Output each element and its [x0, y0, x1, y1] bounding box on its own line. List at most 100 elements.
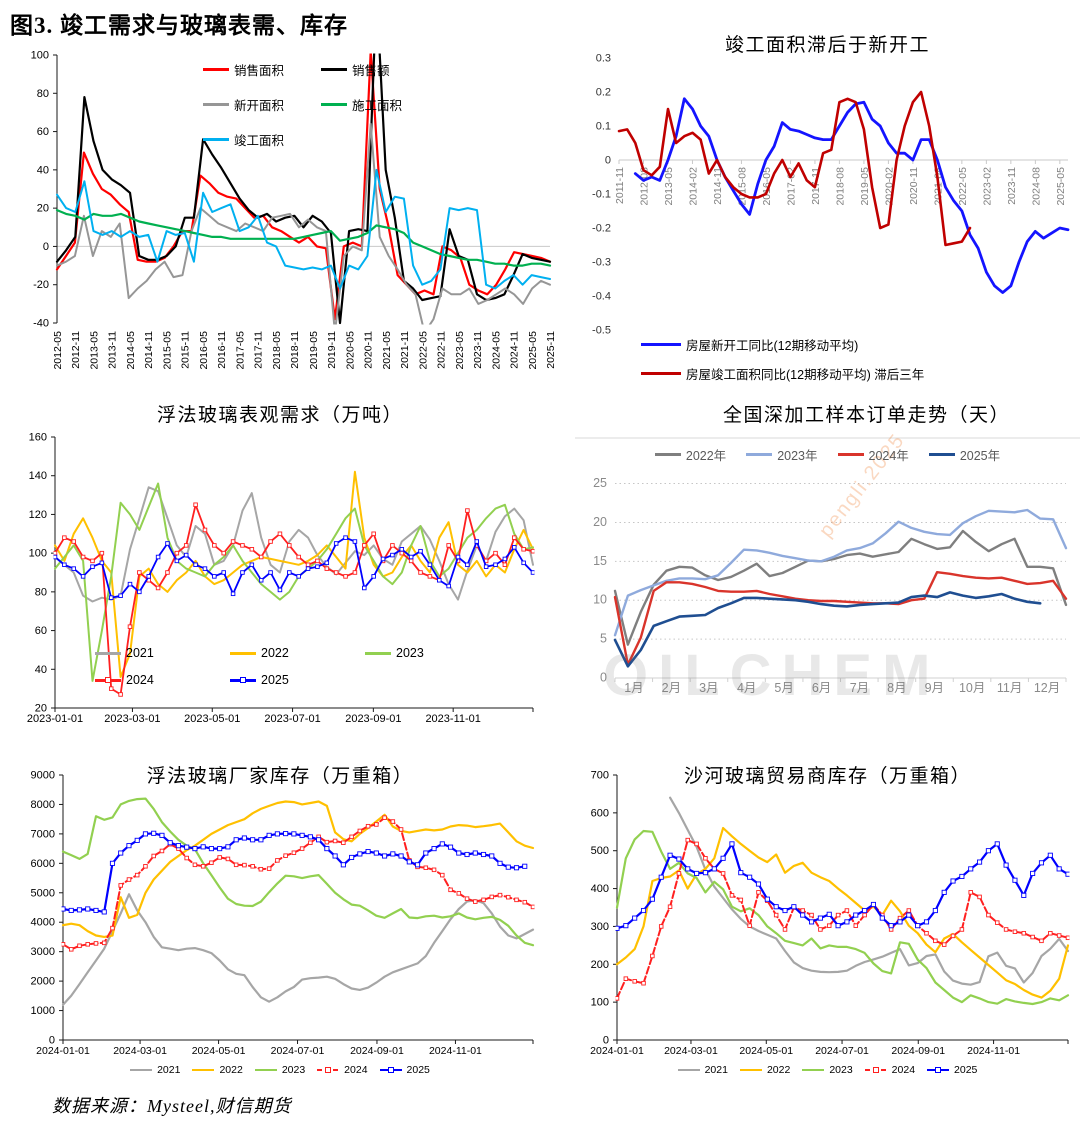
- legend-item: 房屋竣工面积同比(12期移动平均) 滞后三年: [641, 364, 924, 383]
- svg-text:2017-05: 2017-05: [234, 331, 246, 370]
- svg-text:20: 20: [35, 703, 47, 715]
- svg-text:10: 10: [593, 593, 607, 607]
- chart-float-glass-factory-inventory: 浮法玻璃厂家库存（万重箱） 9000 8000 7000 6000 5000 4000 30…: [15, 758, 545, 1103]
- svg-text:3月: 3月: [699, 681, 718, 695]
- svg-text:-0.2: -0.2: [592, 223, 611, 235]
- svg-text:-0.5: -0.5: [592, 325, 611, 337]
- svg-text:2014-11: 2014-11: [712, 167, 724, 205]
- svg-text:1000: 1000: [31, 1005, 55, 1017]
- legend-item: 2025: [379, 1064, 430, 1076]
- svg-text:2020-11: 2020-11: [363, 331, 375, 369]
- svg-text:2013-05: 2013-05: [88, 331, 100, 370]
- svg-text:0: 0: [603, 1035, 609, 1047]
- svg-text:2023-05-01: 2023-05-01: [184, 713, 240, 725]
- legend-label: 房屋竣工面积同比(12期移动平均) 滞后三年: [686, 368, 925, 382]
- legend-label: 2022年: [685, 449, 727, 463]
- legend-swatch: [230, 677, 256, 683]
- svg-text:-0.4: -0.4: [592, 291, 611, 303]
- svg-text:400: 400: [591, 883, 609, 895]
- chart-sales-starts-completion: 100 80 60 40 20 0 -20 -40 2012-05 2012-11 2013-05 2…: [15, 38, 560, 398]
- svg-text:60: 60: [35, 625, 47, 637]
- svg-text:9000: 9000: [31, 770, 55, 782]
- svg-text:2024-07-01: 2024-07-01: [815, 1045, 869, 1057]
- legend-swatch: [927, 1067, 950, 1073]
- legend-item: 2024: [317, 1064, 368, 1076]
- svg-text:3000: 3000: [31, 946, 55, 958]
- legend-item: 销售面积: [203, 60, 321, 79]
- legend-label: 2024: [344, 1064, 368, 1076]
- svg-text:6月: 6月: [812, 681, 831, 695]
- svg-text:2024-09-01: 2024-09-01: [350, 1045, 404, 1057]
- legend-label: 房屋新开工同比(12期移动平均): [686, 339, 859, 353]
- svg-text:2012-08: 2012-08: [638, 167, 650, 206]
- svg-text:8000: 8000: [31, 799, 55, 811]
- svg-text:2023-09-01: 2023-09-01: [345, 713, 401, 725]
- deep-processing-orders-canvas: 0 5 10 15 20 25 1月 2月 3月 4月 5月 6月 7月 8月 9月 10月 11月 12月: [575, 437, 1080, 695]
- svg-text:80: 80: [37, 88, 49, 100]
- svg-text:2019-11: 2019-11: [326, 331, 338, 369]
- svg-text:0: 0: [43, 241, 49, 253]
- svg-text:2024-05: 2024-05: [490, 331, 502, 370]
- legend-label: 2023年: [777, 449, 818, 463]
- svg-text:2025-05: 2025-05: [527, 331, 539, 370]
- legend-item: 2022: [739, 1064, 790, 1076]
- chart-title: 竣工面积滞后于新开工: [724, 35, 930, 56]
- svg-text:2023-11: 2023-11: [1006, 167, 1018, 205]
- svg-text:25: 25: [593, 476, 607, 490]
- svg-text:-0.3: -0.3: [592, 257, 611, 269]
- shahe-trader-inventory-legend: 2021 2022 2023 2024 2025: [575, 1064, 1080, 1076]
- svg-text:2017-11: 2017-11: [253, 331, 265, 369]
- svg-text:40: 40: [35, 664, 47, 676]
- legend-swatch: [379, 1067, 402, 1073]
- legend-item: 2022: [192, 1064, 243, 1076]
- svg-text:4000: 4000: [31, 917, 55, 929]
- svg-text:12月: 12月: [1034, 681, 1060, 695]
- svg-text:160: 160: [29, 432, 47, 444]
- sales-starts-completion-legend: 销售面积 销售额 新开面积 施工面积 竣工面积: [203, 60, 439, 149]
- legend-swatch: [95, 677, 121, 683]
- legend-swatch: [317, 1067, 340, 1073]
- legend-item: 2023: [802, 1064, 853, 1076]
- legend-label: 2023: [281, 1064, 306, 1076]
- svg-text:2024-01-01: 2024-01-01: [36, 1045, 90, 1057]
- svg-text:2024-07-01: 2024-07-01: [271, 1045, 325, 1057]
- legend-label: 2022: [219, 1064, 243, 1076]
- chart-shahe-trader-inventory: 沙河玻璃贸易商库存（万重箱） 700 600 500 400 300 200 100 0 202…: [575, 758, 1080, 1103]
- svg-text:15: 15: [593, 554, 607, 568]
- legend-swatch: [802, 1068, 825, 1072]
- svg-text:4月: 4月: [737, 681, 756, 695]
- svg-text:9月: 9月: [925, 681, 944, 695]
- legend-swatch: [641, 343, 681, 346]
- svg-text:2016-11: 2016-11: [216, 331, 228, 369]
- svg-text:2017-02: 2017-02: [785, 167, 797, 206]
- svg-text:2024-03-01: 2024-03-01: [113, 1045, 167, 1057]
- svg-text:2024-01-01: 2024-01-01: [590, 1045, 644, 1057]
- completion-lags-starts-legend: 房屋新开工同比(12期移动平均) 房屋竣工面积同比(12期移动平均) 滞后三年: [641, 335, 924, 383]
- legend-label: 新开面积: [234, 99, 285, 113]
- svg-text:0: 0: [605, 155, 611, 167]
- svg-text:7000: 7000: [31, 828, 55, 840]
- svg-text:2024-09-01: 2024-09-01: [891, 1045, 945, 1057]
- svg-text:5月: 5月: [774, 681, 793, 695]
- svg-text:2023-07-01: 2023-07-01: [264, 713, 320, 725]
- legend-label: 2024: [126, 673, 154, 687]
- svg-text:100: 100: [31, 50, 49, 62]
- svg-text:11月: 11月: [997, 681, 1022, 695]
- svg-text:2022-05: 2022-05: [957, 167, 969, 206]
- svg-text:2012-11: 2012-11: [70, 331, 82, 369]
- svg-text:2023-05: 2023-05: [454, 331, 466, 370]
- svg-text:2022-05: 2022-05: [417, 331, 429, 370]
- legend-swatch: [864, 1067, 887, 1073]
- legend-item: 2025: [230, 673, 365, 687]
- svg-text:2023-11: 2023-11: [472, 331, 484, 369]
- float-glass-factory-inventory-canvas: 9000800070006000500040003000200010000202…: [31, 770, 535, 1057]
- legend-label: 2021: [704, 1064, 728, 1076]
- svg-text:2024-03-01: 2024-03-01: [664, 1045, 718, 1057]
- svg-text:2023-02: 2023-02: [981, 167, 993, 206]
- source-note: 数据来源：Mysteel,财信期货: [52, 1096, 292, 1116]
- legend-swatch: [130, 1068, 153, 1072]
- svg-text:80: 80: [35, 586, 47, 598]
- chart-deep-processing-orders: 全国深加工样本订单走势（天） 0 5 10 15 20 25 1月 2月 3月 4月 5月 6月 7月 8…: [575, 398, 1080, 740]
